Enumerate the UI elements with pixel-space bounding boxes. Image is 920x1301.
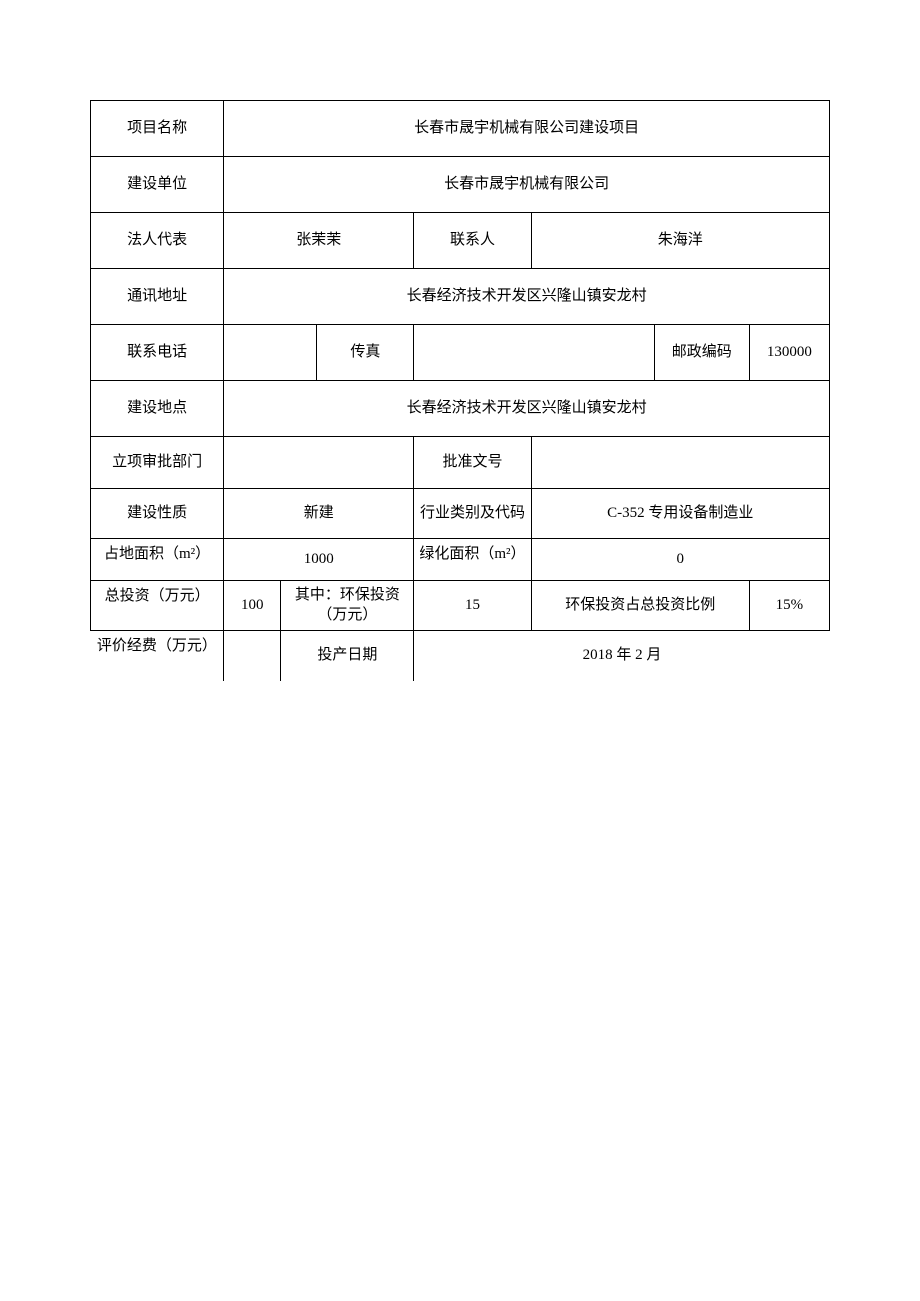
value-phone [224, 325, 317, 381]
label-phone: 联系电话 [91, 325, 224, 381]
label-env-ratio: 环保投资占总投资比例 [531, 581, 749, 631]
value-address: 长春经济技术开发区兴隆山镇安龙村 [224, 269, 830, 325]
value-legal-rep: 张茉茉 [224, 213, 414, 269]
label-total-investment: 总投资（万元） [91, 581, 224, 631]
label-project-name: 项目名称 [91, 101, 224, 157]
label-land-area: 占地面积（m²） [91, 539, 224, 581]
value-green-area: 0 [531, 539, 829, 581]
value-construction-nature: 新建 [224, 489, 414, 539]
label-postcode: 邮政编码 [654, 325, 749, 381]
value-land-area: 1000 [224, 539, 414, 581]
label-construction-location: 建设地点 [91, 381, 224, 437]
value-project-name: 长春市晟宇机械有限公司建设项目 [224, 101, 830, 157]
label-construction-nature: 建设性质 [91, 489, 224, 539]
value-production-date: 2018 年 2 月 [414, 631, 830, 681]
value-eval-fee [224, 631, 281, 681]
value-fax [414, 325, 654, 381]
value-industry-code: C-352 专用设备制造业 [531, 489, 829, 539]
value-postcode: 130000 [749, 325, 829, 381]
project-info-table: 项目名称 长春市晟宇机械有限公司建设项目 建设单位 长春市晟宇机械有限公司 法人… [90, 100, 830, 681]
label-construction-unit: 建设单位 [91, 157, 224, 213]
value-env-ratio: 15% [749, 581, 829, 631]
label-legal-rep: 法人代表 [91, 213, 224, 269]
label-eval-fee: 评价经费（万元） [91, 631, 224, 681]
label-approval-no: 批准文号 [414, 437, 531, 489]
value-contact-person: 朱海洋 [531, 213, 829, 269]
value-construction-location: 长春经济技术开发区兴隆山镇安龙村 [224, 381, 830, 437]
value-env-investment: 15 [414, 581, 531, 631]
label-fax: 传真 [317, 325, 414, 381]
label-industry-code: 行业类别及代码 [414, 489, 531, 539]
label-contact-person: 联系人 [414, 213, 531, 269]
label-production-date: 投产日期 [281, 631, 414, 681]
label-green-area: 绿化面积（m²） [414, 539, 531, 581]
label-address: 通讯地址 [91, 269, 224, 325]
value-approval-dept [224, 437, 414, 489]
value-total-investment: 100 [224, 581, 281, 631]
label-env-investment: 其中：环保投资（万元） [281, 581, 414, 631]
label-approval-dept: 立项审批部门 [91, 437, 224, 489]
value-approval-no [531, 437, 829, 489]
value-construction-unit: 长春市晟宇机械有限公司 [224, 157, 830, 213]
